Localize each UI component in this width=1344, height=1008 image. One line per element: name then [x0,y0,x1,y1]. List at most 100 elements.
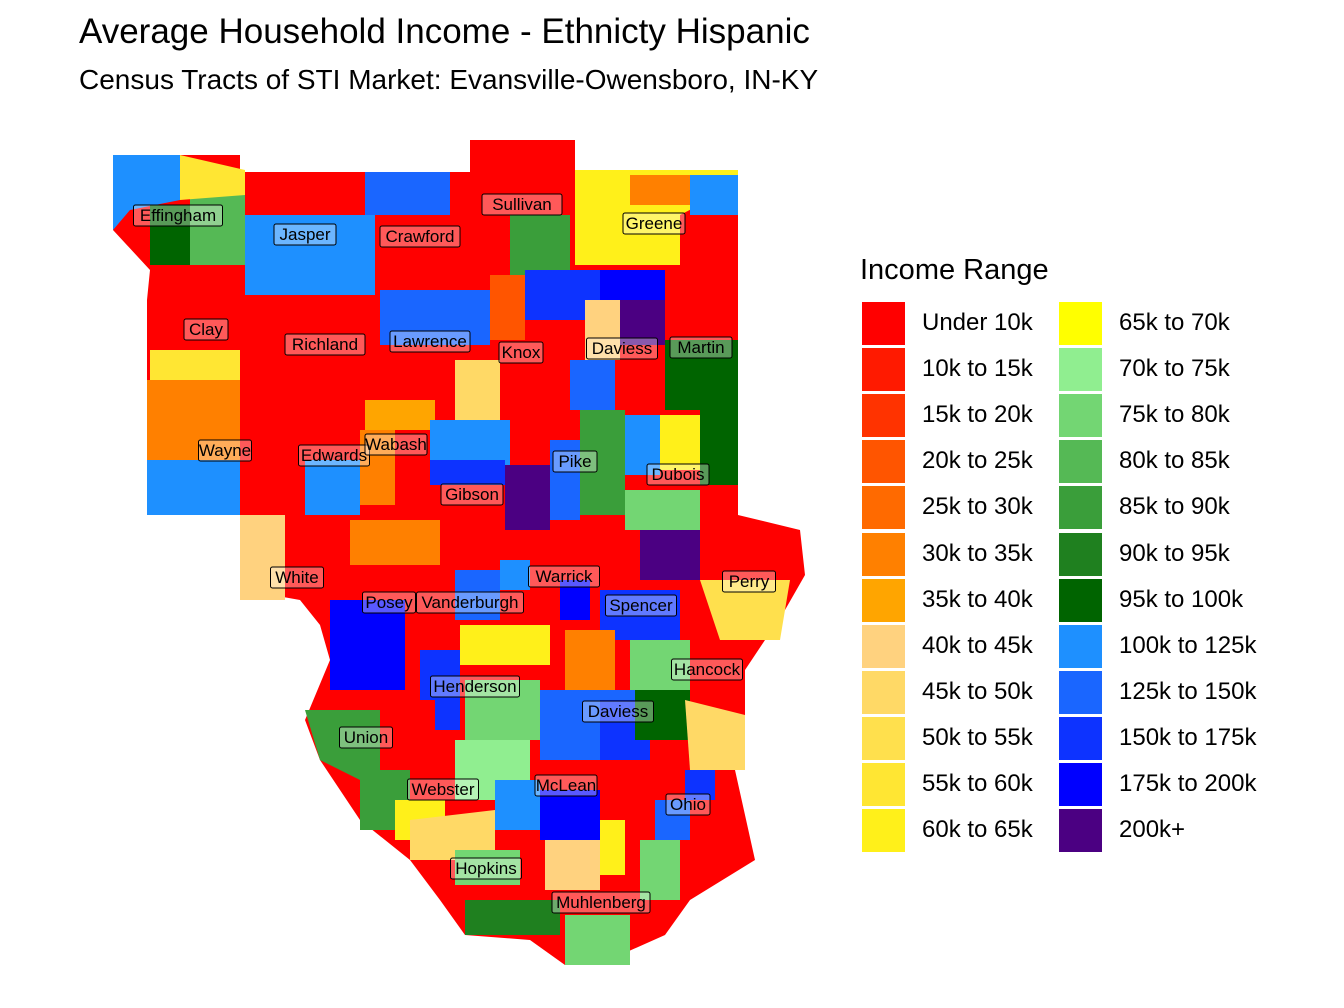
legend-label: 70k to 75k [1119,355,1230,383]
census-tract [305,460,360,515]
county-label-text: McLean [536,776,596,795]
census-tract [460,625,550,665]
census-tract [560,580,590,620]
county-label-box [551,891,651,914]
legend-label: Under 10k [922,309,1033,336]
legend-label: 55k to 60k [922,770,1033,797]
census-tract [430,420,510,470]
county-label-box [646,463,710,486]
census-tract [565,630,615,690]
legend-swatch [862,763,905,806]
legend-swatch [1059,532,1102,576]
census-tract [495,780,540,830]
county-label: Hancock [671,658,743,681]
map-subtitle: Census Tracts of STI Market: Evansville-… [79,64,819,95]
census-tract [365,400,435,430]
legend-title: Income Range [860,254,1049,286]
map-title: Average Household Income - Ethnicty Hisp… [79,12,810,51]
legend-label: 30k to 35k [922,539,1033,567]
county-label-text: Crawford [386,227,455,246]
census-tract [490,275,525,340]
county-label-text: Effingham [140,206,216,225]
census-tract [545,840,600,890]
census-tract [435,700,460,730]
census-tract [550,440,580,520]
county-label: Hopkins [450,857,522,880]
census-tract [525,270,600,320]
county-label-text: Vanderburgh [421,593,518,612]
county-label-box [339,726,393,749]
county-label: Webster [407,778,479,801]
county-label-text: Greene [626,214,683,233]
legend-label: 175k to 200k [1119,770,1257,797]
census-tract [570,360,615,410]
census-tract [510,215,570,275]
legend-label: 100k to 125k [1119,631,1257,659]
county-label: Jasper [273,223,337,246]
county-label: Muhlenberg [551,891,651,914]
county-label: McLean [534,774,598,797]
census-tract-layer [113,140,805,965]
county-label-box [605,594,677,617]
legend-swatch [862,578,905,622]
census-tract [580,410,625,515]
county-label-text: Daviess [592,339,652,358]
county-label: Dubois [646,463,710,486]
census-tract [465,900,560,935]
county-label-text: Warrick [536,567,593,586]
county-label-box [622,212,686,235]
county-label-box [534,774,598,797]
county-label: Posey [362,591,416,614]
county-label-box [183,318,229,341]
county-label-box [481,193,563,216]
county-label-box [722,570,776,593]
census-tract [240,385,305,515]
legend-label: 25k to 30k [922,493,1033,521]
county-label: Knox [498,341,544,364]
legend-swatch [862,624,905,668]
census-tract [625,415,660,475]
legend-swatch [862,809,905,853]
census-tract [113,155,180,230]
legend-label: 50k to 55k [922,723,1033,751]
legend-label: 45k to 50k [922,677,1033,705]
county-label: Edwards [298,444,370,467]
county-label-text: Ohio [670,795,706,814]
census-tract [500,560,530,590]
census-tract [150,350,240,385]
county-label-text: Webster [412,780,475,799]
legend-label: 20k to 25k [922,447,1033,475]
census-tract [585,300,620,360]
legend-label: 75k to 80k [1119,401,1230,429]
census-tract [430,460,505,485]
county-label: Daviess [582,700,654,723]
census-tract [685,770,715,800]
census-tract [180,155,245,200]
legend-swatch [1059,716,1102,760]
county-label-text: Hopkins [455,859,516,878]
county-label: Effingham [133,204,223,227]
census-tract [685,700,745,770]
legend-swatch [1059,440,1102,484]
census-tract [700,580,790,640]
census-tract [465,680,540,740]
county-label: Crawford [379,225,461,248]
legend-swatch [1059,578,1102,622]
census-tract [640,840,680,900]
county-label-text: Daviess [588,702,648,721]
county-label-text: Hancock [674,660,741,679]
choropleth-map: Effingham Jasper Crawford Sullivan Greene Cla… [113,140,805,965]
legend-swatch [1059,763,1102,806]
county-label-text: Sullivan [492,195,552,214]
county-label-text: Jasper [279,225,330,244]
county-label-text: Richland [292,335,358,354]
county-label-box [389,330,471,353]
census-tract [455,360,500,430]
census-tract [625,490,700,530]
county-label-box [669,336,733,359]
county-label-box [407,778,479,801]
census-tract [520,140,575,170]
county-label-text: Martin [677,338,724,357]
county-label: Clay [183,318,229,341]
census-tract [455,850,520,885]
